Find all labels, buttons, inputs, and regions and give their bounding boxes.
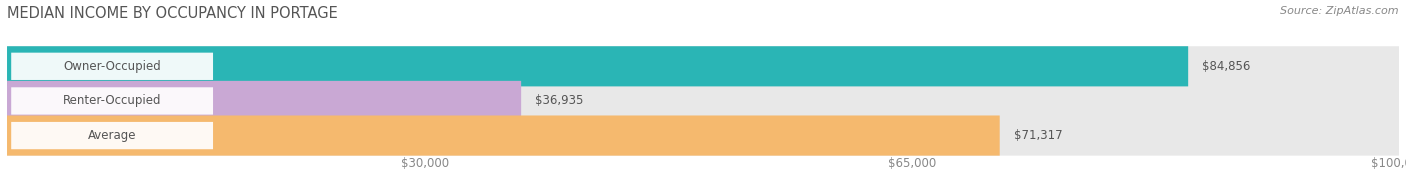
Text: $71,317: $71,317 bbox=[1014, 129, 1063, 142]
FancyBboxPatch shape bbox=[7, 81, 1399, 121]
Text: Renter-Occupied: Renter-Occupied bbox=[63, 94, 162, 107]
FancyBboxPatch shape bbox=[11, 122, 214, 149]
Text: Average: Average bbox=[87, 129, 136, 142]
FancyBboxPatch shape bbox=[11, 53, 214, 80]
Text: Source: ZipAtlas.com: Source: ZipAtlas.com bbox=[1281, 6, 1399, 16]
Text: Owner-Occupied: Owner-Occupied bbox=[63, 60, 162, 73]
FancyBboxPatch shape bbox=[7, 115, 1399, 156]
FancyBboxPatch shape bbox=[7, 46, 1399, 86]
Text: $36,935: $36,935 bbox=[536, 94, 583, 107]
FancyBboxPatch shape bbox=[7, 115, 1000, 156]
FancyBboxPatch shape bbox=[11, 87, 214, 115]
FancyBboxPatch shape bbox=[7, 46, 1188, 86]
FancyBboxPatch shape bbox=[7, 81, 522, 121]
Text: $84,856: $84,856 bbox=[1202, 60, 1250, 73]
Text: MEDIAN INCOME BY OCCUPANCY IN PORTAGE: MEDIAN INCOME BY OCCUPANCY IN PORTAGE bbox=[7, 6, 337, 21]
